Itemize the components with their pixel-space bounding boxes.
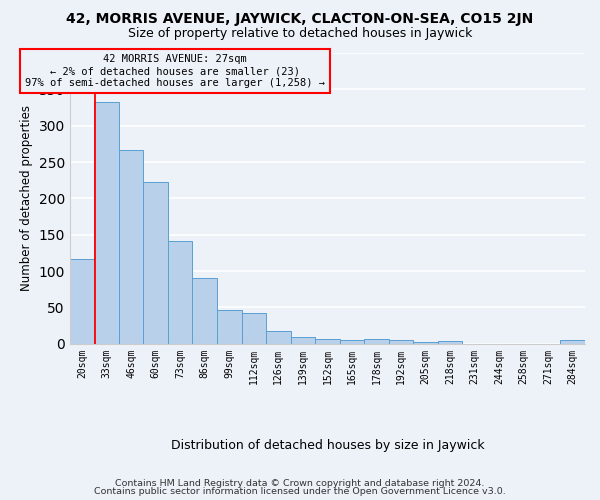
Bar [143,182,168,344]
Bar [217,310,242,344]
Bar [290,336,315,344]
Text: Contains public sector information licensed under the Open Government Licence v3: Contains public sector information licen… [94,488,506,496]
Text: Size of property relative to detached houses in Jaywick: Size of property relative to detached ho… [128,28,472,40]
Bar [242,314,266,344]
Bar [119,150,143,344]
Bar [315,338,340,344]
Bar [413,342,438,344]
X-axis label: Distribution of detached houses by size in Jaywick: Distribution of detached houses by size … [170,440,484,452]
Text: 42, MORRIS AVENUE, JAYWICK, CLACTON-ON-SEA, CO15 2JN: 42, MORRIS AVENUE, JAYWICK, CLACTON-ON-S… [67,12,533,26]
Bar [438,341,463,344]
Bar [364,338,389,344]
Bar [168,240,193,344]
Bar [70,259,94,344]
Y-axis label: Number of detached properties: Number of detached properties [20,106,33,292]
Bar [193,278,217,344]
Text: Contains HM Land Registry data © Crown copyright and database right 2024.: Contains HM Land Registry data © Crown c… [115,478,485,488]
Bar [340,340,364,344]
Bar [560,340,585,344]
Bar [266,330,290,344]
Bar [389,340,413,344]
Text: 42 MORRIS AVENUE: 27sqm
← 2% of detached houses are smaller (23)
97% of semi-det: 42 MORRIS AVENUE: 27sqm ← 2% of detached… [25,54,325,88]
Bar [94,102,119,344]
